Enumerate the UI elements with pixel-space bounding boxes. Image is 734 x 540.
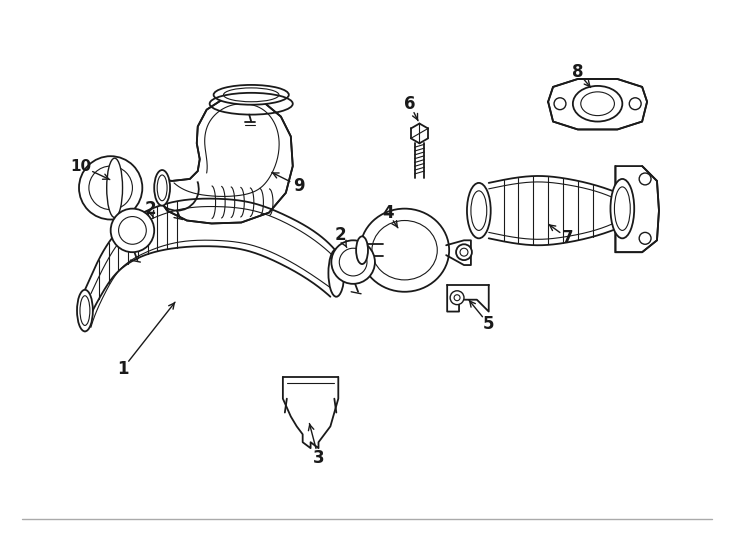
Text: 8: 8 [572, 63, 584, 81]
Text: 5: 5 [483, 315, 495, 333]
Ellipse shape [214, 85, 288, 105]
Circle shape [639, 232, 651, 244]
Ellipse shape [154, 170, 170, 206]
Circle shape [629, 98, 642, 110]
Ellipse shape [106, 158, 123, 218]
Text: 3: 3 [313, 449, 324, 467]
Circle shape [111, 208, 154, 252]
Circle shape [554, 98, 566, 110]
Text: 7: 7 [562, 230, 574, 247]
Text: 10: 10 [70, 159, 92, 173]
Circle shape [456, 244, 472, 260]
Polygon shape [615, 166, 659, 252]
Text: 2: 2 [145, 200, 156, 218]
Ellipse shape [611, 179, 634, 238]
Text: 2: 2 [335, 226, 346, 245]
Ellipse shape [328, 249, 344, 296]
Polygon shape [548, 79, 647, 130]
Ellipse shape [77, 290, 92, 332]
Circle shape [79, 156, 142, 220]
Ellipse shape [467, 183, 491, 238]
Circle shape [331, 240, 375, 284]
Ellipse shape [573, 86, 622, 122]
Text: 1: 1 [117, 360, 128, 378]
Ellipse shape [360, 208, 449, 292]
Polygon shape [157, 95, 293, 224]
Circle shape [450, 291, 464, 305]
Text: 4: 4 [382, 204, 393, 221]
Text: 9: 9 [293, 177, 305, 195]
Text: 6: 6 [404, 94, 415, 113]
Circle shape [639, 173, 651, 185]
Ellipse shape [356, 237, 368, 264]
